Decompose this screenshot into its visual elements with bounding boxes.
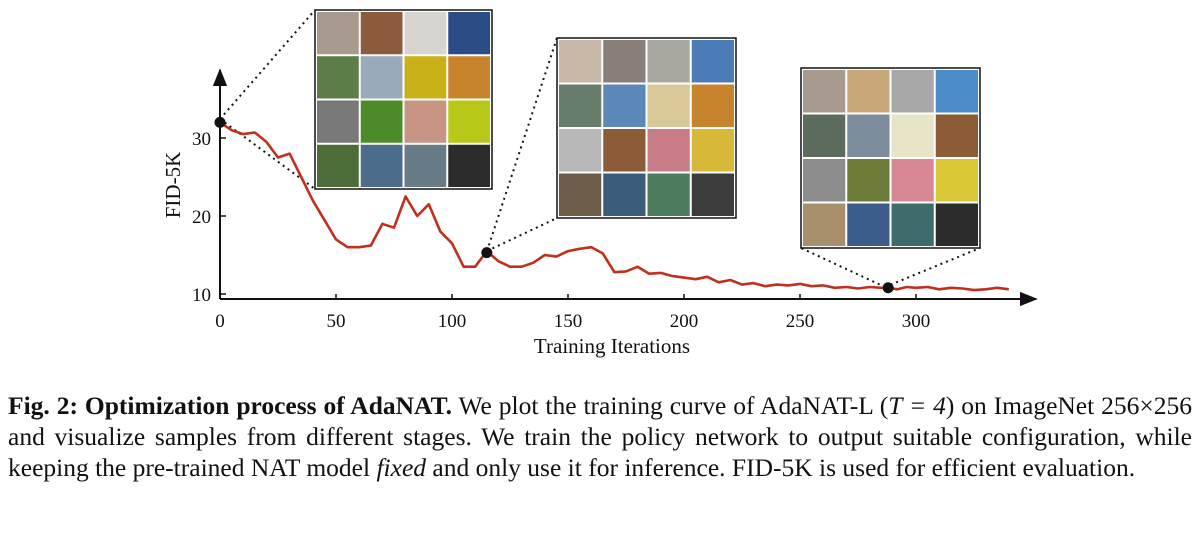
sample-image-tile xyxy=(847,114,890,157)
sample-image-tile xyxy=(803,114,846,157)
x-tick-label: 50 xyxy=(327,311,346,332)
sample-image-tile xyxy=(360,12,403,55)
sample-image-tile xyxy=(847,203,890,246)
caption-title: Optimization process of AdaNAT. xyxy=(84,391,453,420)
sample-image-tile xyxy=(603,173,646,216)
sample-image-tile xyxy=(317,100,359,143)
connector-late-left xyxy=(800,247,886,288)
sample-image-tile xyxy=(803,70,846,113)
x-ticks: 0 50 100 150 200 250 300 xyxy=(215,294,930,332)
caption-text-3: and only use it for inference. FID-5K is… xyxy=(432,453,1136,482)
x-tick-label: 250 xyxy=(786,311,815,332)
caption-text-2: ) on ImageNet 256×256 and visualize samp… xyxy=(8,391,1193,482)
stage-marker-point xyxy=(882,282,894,294)
connector-late-right xyxy=(884,247,981,288)
y-tick-label: 30 xyxy=(192,129,211,150)
sample-image-tile xyxy=(559,173,602,216)
sample-image-tile xyxy=(404,144,447,187)
sample-image-tile xyxy=(603,40,646,83)
sample-image-tile xyxy=(317,56,359,99)
y-ticks: 10 20 30 xyxy=(192,129,226,306)
sample-image-tile xyxy=(891,70,934,113)
sample-image-tile xyxy=(404,12,447,55)
x-tick-label: 300 xyxy=(902,311,931,332)
caption-emphasis: fixed xyxy=(376,453,427,482)
sample-image-tile xyxy=(559,129,602,172)
caption-text-1: We plot the training curve of AdaNAT-L ( xyxy=(458,391,889,420)
figure-caption: Fig. 2: Optimization process of AdaNAT. … xyxy=(8,390,1192,483)
y-tick-label: 10 xyxy=(192,285,211,306)
sample-image-tile xyxy=(448,12,490,55)
x-axis-title: Training Iterations xyxy=(534,334,690,358)
sample-grid-late xyxy=(800,67,981,249)
sample-image-tile xyxy=(935,203,978,246)
sample-image-tile xyxy=(317,144,359,187)
sample-image-tile xyxy=(935,114,978,157)
y-tick-label: 20 xyxy=(192,207,211,228)
sample-image-tile xyxy=(891,203,934,246)
sample-image-tile xyxy=(404,100,447,143)
stage-marker-point xyxy=(481,247,493,259)
x-tick-label: 100 xyxy=(438,311,467,332)
stage-marker-point xyxy=(214,116,226,128)
sample-image-tile xyxy=(935,70,978,113)
connector-early-top xyxy=(219,9,316,120)
x-tick-label: 200 xyxy=(670,311,699,332)
sample-image-tile xyxy=(360,100,403,143)
caption-label: Fig. 2: xyxy=(8,391,78,420)
sample-image-tile xyxy=(448,100,490,143)
sample-image-tile xyxy=(448,56,490,99)
sample-image-tile xyxy=(559,40,602,83)
sample-image-tile xyxy=(647,129,690,172)
training-curve-figure: 0 50 100 150 200 250 300 10 20 30 Training Itera… xyxy=(161,9,1038,358)
sample-image-tile xyxy=(847,70,890,113)
sample-image-tile xyxy=(603,129,646,172)
sample-image-tile xyxy=(935,159,978,202)
sample-image-tile xyxy=(891,159,934,202)
sample-image-tile xyxy=(891,114,934,157)
x-tick-label: 150 xyxy=(554,311,583,332)
sample-image-tile xyxy=(559,84,602,127)
sample-image-tile xyxy=(360,144,403,187)
sample-image-tile xyxy=(691,129,734,172)
sample-image-tile xyxy=(691,40,734,83)
sample-image-tile xyxy=(647,84,690,127)
sample-image-tile xyxy=(404,56,447,99)
sample-image-tile xyxy=(691,84,734,127)
sample-image-tile xyxy=(448,144,490,187)
sample-image-tile xyxy=(647,173,690,216)
caption-math: T = 4 xyxy=(888,391,946,420)
sample-image-tile xyxy=(691,173,734,216)
sample-image-tile xyxy=(803,159,846,202)
x-tick-label: 0 xyxy=(215,311,225,332)
sample-image-tile xyxy=(360,56,403,99)
sample-grid-early xyxy=(314,9,493,190)
sample-image-tile xyxy=(803,203,846,246)
sample-image-tile xyxy=(847,159,890,202)
y-axis-title: FID-5K xyxy=(161,152,185,219)
sample-grid-middle xyxy=(556,37,737,219)
connector-middle-bottom xyxy=(486,217,558,252)
sample-image-tile xyxy=(317,12,359,55)
sample-image-tile xyxy=(647,40,690,83)
stage-markers xyxy=(214,116,894,294)
sample-image-tile xyxy=(603,84,646,127)
connector-middle-top xyxy=(486,37,558,252)
